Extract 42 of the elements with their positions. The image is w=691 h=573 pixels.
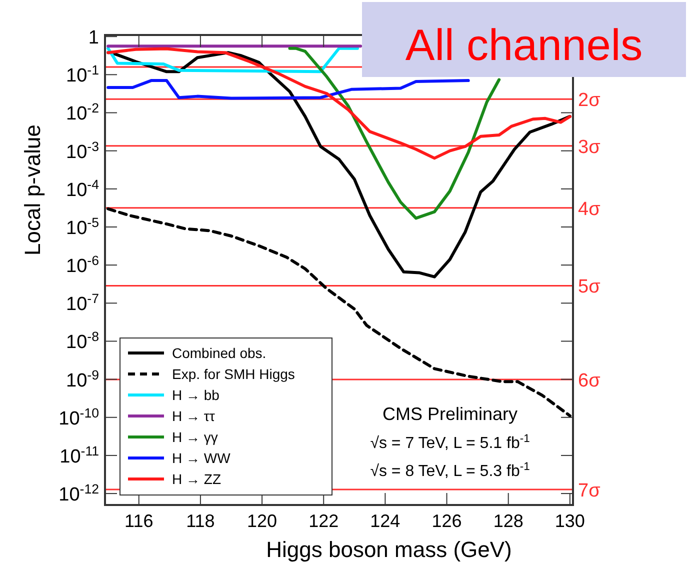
legend-label: H → ZZ [172,471,222,487]
ref-line-label: 3σ [578,136,601,158]
x-tick-label: 116 [124,511,154,531]
x-tick-label: 126 [432,511,462,531]
x-tick-label: 120 [247,511,278,531]
y-tick-label: 10$^{-8}$ [66,328,99,354]
ref-line-label: 6σ [578,370,601,392]
line-series [106,46,359,74]
y-tick-label: 10$^{-2}$ [66,100,99,125]
y-tick-label: 1 [88,28,99,49]
ref-line-label: 4σ [578,198,601,220]
y-tick-label: 10$^{-7}$ [66,290,99,316]
y-tick-label: 10$^{-10}$ [58,404,99,430]
x-tick-label: 118 [186,511,215,531]
chart-title: All channels [405,21,643,70]
x-tick-label: 130 [554,511,585,531]
ref-line-label: 7σ [578,480,601,502]
y-tick-label: 10$^{-6}$ [66,252,99,278]
y-tick-label: 10$^{-12}$ [58,481,99,506]
x-tick-label: 124 [370,511,400,531]
legend-label: H → WW [172,450,232,466]
y-tick-label: 10$^{-11}$ [60,442,99,468]
line-series [106,79,470,100]
y-axis-title: Local p-value [20,124,45,256]
ref-line-label: 5σ [578,276,601,298]
ref-line-label: 2σ [578,90,601,112]
x-axis-title: Higgs boson mass (GeV) [266,537,512,562]
legend-label: H → γγ [172,429,218,445]
annotation: √s = 7 TeV, L = 5.1 fb$^{-1}$ [370,433,530,452]
x-tick-label: 122 [308,511,339,531]
y-tick-label: 10$^{-4}$ [66,176,99,201]
legend-label: H → bb [172,387,220,403]
y-tick-label: 10$^{-5}$ [66,214,99,239]
y-tick-label: 10$^{-1}$ [66,62,99,87]
y-tick-label: 10$^{-3}$ [66,138,99,163]
annotation: CMS Preliminary [382,404,518,424]
legend-label: Combined obs. [172,345,266,361]
legend-label: Exp. for SMH Higgs [172,366,295,382]
y-tick-label: 10$^{-9}$ [66,366,99,392]
annotation: √s = 8 TeV, L = 5.3 fb$^{-1}$ [370,461,530,480]
legend-label: H → ττ [172,408,216,424]
x-tick-label: 128 [493,511,524,531]
